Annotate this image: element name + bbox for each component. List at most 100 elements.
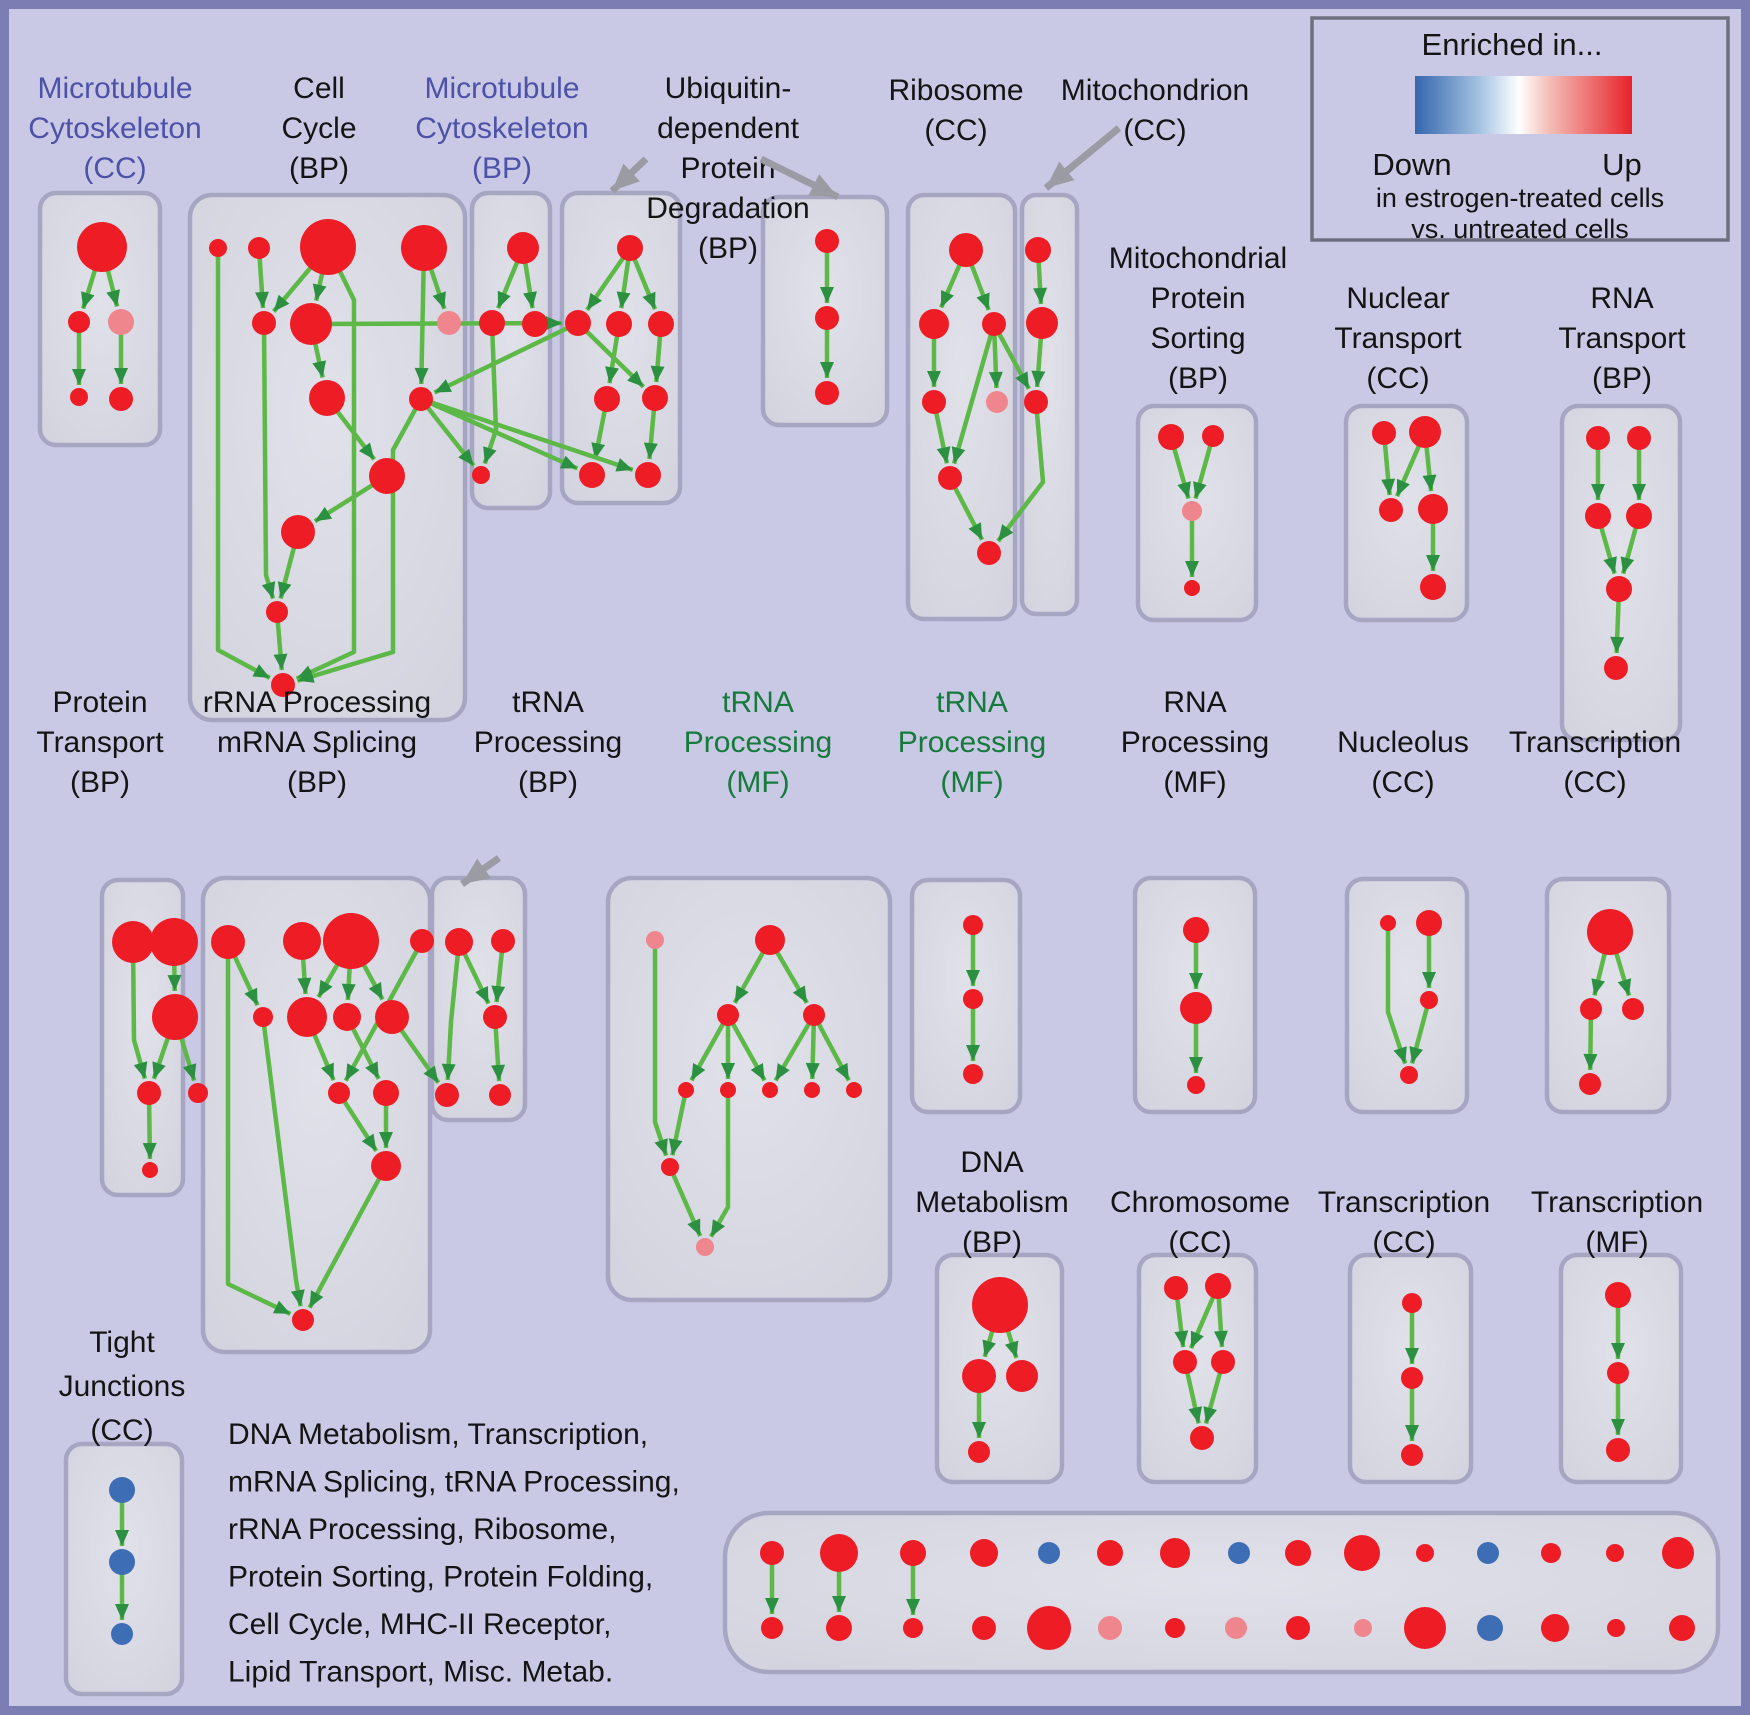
cross-cluster-edge: [420, 396, 579, 471]
go-term-node: [826, 1615, 852, 1641]
go-term-node: [970, 1539, 998, 1567]
go-term-node: [1586, 426, 1610, 450]
go-term-node: [1416, 910, 1442, 936]
legend-gradient-bar: [1415, 76, 1632, 134]
go-term-node: [108, 309, 134, 335]
cluster-label-rna-processing-mf: Processing: [1121, 726, 1269, 759]
go-term-node: [1477, 1542, 1499, 1564]
go-term-node: [483, 1005, 507, 1029]
legend-title: Enriched in...: [1422, 27, 1603, 62]
go-term-node: [1205, 1273, 1231, 1299]
go-term-node: [290, 303, 332, 345]
go-term-node: [696, 1238, 714, 1256]
go-term-node: [648, 311, 674, 337]
cluster-label-mito-sorting: Protein: [1150, 282, 1245, 315]
cluster-label-transcription-cc-2: Transcription: [1318, 1186, 1490, 1219]
enrichment-edge-rrna: [337, 1091, 379, 1153]
enrichment-edge-cell-cycle: [261, 322, 276, 600]
annotation-list-line: Cell Cycle, MHC-II Receptor,: [228, 1608, 611, 1641]
go-term-node: [1606, 1544, 1624, 1562]
go-term-node: [152, 994, 198, 1040]
cluster-label-mito-sorting: Sorting: [1150, 322, 1245, 355]
go-term-node: [1184, 580, 1200, 596]
cluster-label-cell-cycle: Cell: [293, 72, 345, 105]
go-term-node: [1580, 998, 1602, 1020]
go-term-node: [1027, 1606, 1071, 1650]
go-term-node: [323, 913, 379, 969]
enrichment-edge-nucleolus: [1385, 923, 1408, 1065]
go-term-node: [977, 541, 1001, 565]
go-term-node: [1585, 503, 1611, 529]
cluster-box-shared-terms: [722, 1510, 1721, 1675]
go-term-node: [1344, 1535, 1380, 1571]
cluster-label-trna-mf-b: tRNA: [936, 686, 1008, 719]
cluster-label-rrna: mRNA Splicing: [217, 726, 417, 759]
enrichment-edge-trna-mf-a: [667, 1166, 703, 1237]
go-term-node: [1605, 1282, 1631, 1308]
cluster-label-rna-transport: (BP): [1592, 362, 1652, 395]
legend-subtitle-line2: vs. untreated cells: [1411, 214, 1629, 244]
trna-bp-pointer-arrow-icon: [459, 855, 502, 887]
cluster-label-nucleolus: (CC): [1371, 766, 1434, 799]
go-term-node: [437, 311, 461, 335]
cluster-label-transcription-mf: (MF): [1585, 1226, 1648, 1259]
go-term-node: [1097, 1540, 1123, 1566]
go-term-node: [606, 311, 632, 337]
go-term-node: [820, 1534, 858, 1572]
cluster-label-mito-sorting: Mitochondrial: [1109, 242, 1287, 275]
go-term-node: [1541, 1543, 1561, 1563]
cluster-box-rna-transport: [1559, 403, 1683, 743]
go-term-node: [1420, 991, 1438, 1009]
cluster-label-ubiquitin-a: Degradation: [646, 192, 809, 225]
cluster-label-transcription-mf: Transcription: [1531, 1186, 1703, 1219]
cluster-label-transcription-cc: Transcription: [1509, 726, 1681, 759]
go-term-node: [375, 1000, 409, 1034]
cluster-label-microtubule-bp: Microtubule: [424, 72, 579, 105]
cluster-label-tight-junctions: Tight: [89, 1326, 155, 1359]
annotation-list-line: Protein Sorting, Protein Folding,: [228, 1561, 653, 1594]
go-term-node: [1380, 915, 1396, 931]
cluster-label-mito-sorting: (BP): [1168, 362, 1228, 395]
cluster-box-trna-mf-a: [605, 875, 893, 1303]
annotation-list-line: DNA Metabolism, Transcription,: [228, 1418, 648, 1451]
go-term-node: [815, 229, 839, 253]
go-term-node: [963, 915, 983, 935]
go-term-node: [1416, 1544, 1434, 1562]
cross-cluster-edge: [419, 397, 476, 467]
go-term-node: [760, 1541, 784, 1565]
cluster-label-nucleolus: Nucleolus: [1337, 726, 1469, 759]
go-term-node: [435, 1083, 459, 1107]
cluster-label-trna-bp: Processing: [474, 726, 622, 759]
go-term-node: [1180, 992, 1212, 1024]
annotation-list-line: Lipid Transport, Misc. Metab.: [228, 1656, 613, 1689]
go-term-node: [333, 1003, 361, 1031]
go-term-node: [1202, 425, 1224, 447]
go-term-node: [717, 1004, 739, 1026]
go-term-node: [1098, 1616, 1122, 1640]
go-term-node: [963, 989, 983, 1009]
cluster-label-mitochondrion: Mitochondrion: [1061, 74, 1249, 107]
go-term-node: [972, 1277, 1028, 1333]
cluster-box-dna-metabolism: [934, 1252, 1065, 1485]
go-term-node: [900, 1540, 926, 1566]
enrichment-edge-trna-mf-a: [812, 1013, 851, 1082]
cluster-label-nuclear-transport: Nuclear: [1346, 282, 1449, 315]
cluster-label-microtubule-bp: Cytoskeleton: [415, 112, 588, 145]
enrichment-edge-rrna: [225, 942, 292, 1316]
go-term-node: [982, 312, 1006, 336]
cluster-label-nuclear-transport: (CC): [1366, 362, 1429, 395]
go-term-node: [1182, 501, 1202, 521]
go-term-node: [112, 921, 154, 963]
cluster-label-protein-transport: Transport: [36, 726, 164, 759]
go-term-node: [1225, 1617, 1247, 1639]
go-term-node: [803, 1004, 825, 1026]
cluster-box-nuclear-transport: [1343, 403, 1470, 623]
go-term-node: [986, 391, 1008, 413]
cluster-label-cell-cycle: (BP): [289, 152, 349, 185]
go-term-node: [109, 1477, 135, 1503]
go-term-node: [410, 929, 434, 953]
go-term-node: [761, 1617, 783, 1639]
go-term-node: [111, 1623, 133, 1645]
go-term-node: [617, 235, 643, 261]
